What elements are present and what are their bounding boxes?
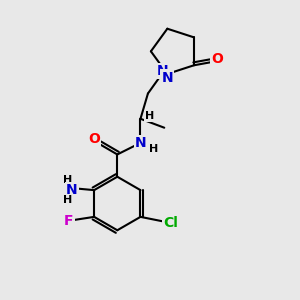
- Text: Cl: Cl: [163, 216, 178, 230]
- Text: F: F: [64, 214, 74, 228]
- Text: H: H: [149, 143, 158, 154]
- Text: O: O: [88, 132, 100, 146]
- Text: H: H: [146, 111, 154, 121]
- Text: N: N: [135, 136, 146, 150]
- Text: H: H: [63, 175, 73, 185]
- Text: N: N: [157, 64, 169, 78]
- Text: N: N: [66, 183, 78, 197]
- Text: H: H: [63, 195, 73, 205]
- Text: O: O: [211, 52, 223, 66]
- Text: N: N: [161, 70, 173, 85]
